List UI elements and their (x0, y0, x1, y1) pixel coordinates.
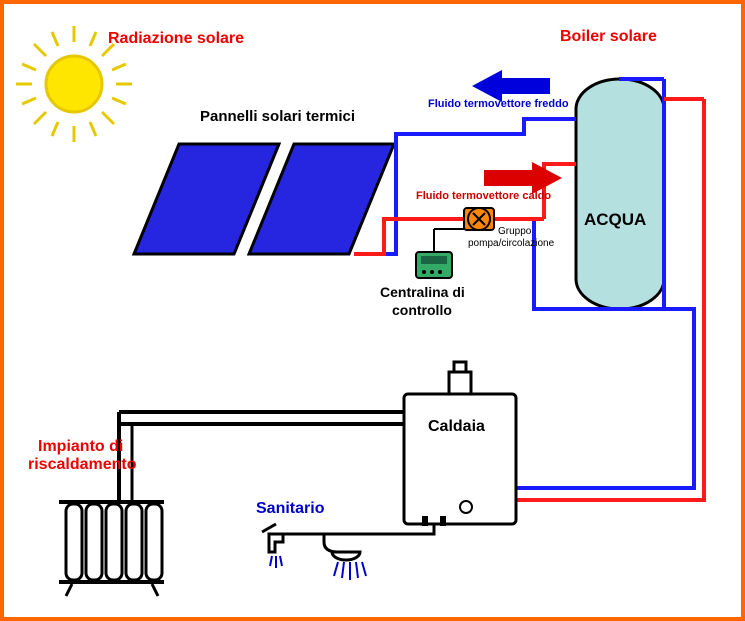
label-impianto2: riscaldamento (28, 456, 136, 474)
label-impianto1: Impianto di (38, 438, 123, 456)
label-sanitario: Sanitario (256, 500, 324, 518)
shower-icon (324, 534, 366, 580)
heating-lines (119, 412, 404, 502)
faucet-icon (262, 524, 283, 568)
label-radiazione: Radiazione solare (108, 30, 244, 48)
pump-icon (464, 208, 494, 230)
control-box-icon (416, 252, 452, 278)
solar-panels (134, 144, 394, 254)
label-fluido-caldo: Fluido termovettore caldo (416, 190, 551, 202)
label-fluido-freddo: Fluido termovettore freddo (428, 98, 569, 110)
label-boiler: Boiler solare (560, 28, 657, 46)
diagram-svg (4, 4, 741, 617)
label-gruppo2: pompa/circolazione (468, 238, 554, 249)
label-pannelli: Pannelli solari termici (200, 108, 355, 125)
diagram-frame (0, 0, 745, 621)
label-centralina1: Centralina di (380, 284, 465, 300)
label-caldaia: Caldaia (428, 418, 485, 436)
label-gruppo1: Gruppo (498, 226, 531, 237)
radiator-icon (59, 502, 164, 596)
boiler-tank (576, 79, 664, 309)
label-acqua: ACQUA (584, 210, 646, 230)
label-centralina2: controllo (392, 302, 452, 318)
caldaia-icon (404, 362, 516, 526)
